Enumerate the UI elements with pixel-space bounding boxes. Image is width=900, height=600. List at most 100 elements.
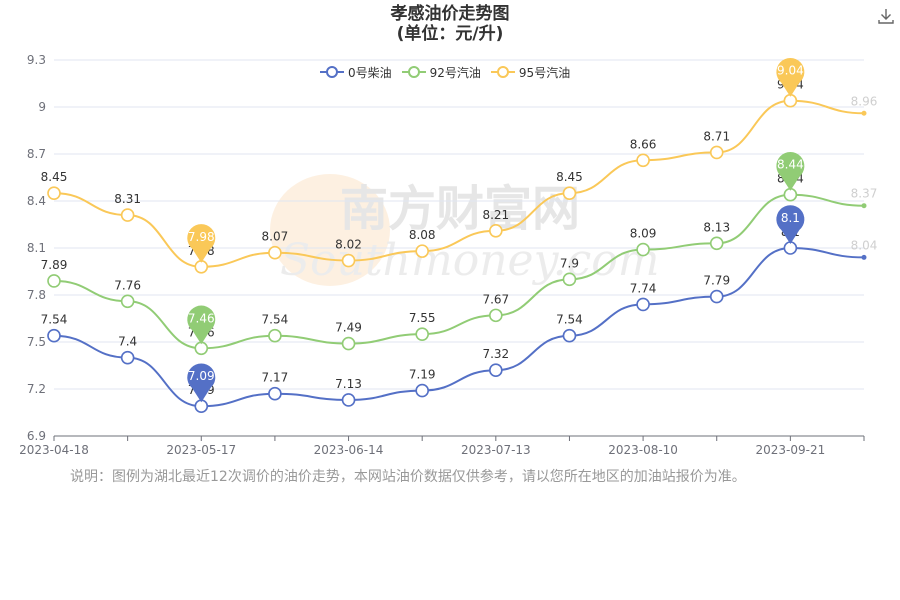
- data-point: [415, 327, 429, 341]
- data-label: 8.08: [409, 228, 436, 242]
- data-label: 7.4: [118, 335, 137, 349]
- legend-label: 95号汽油: [518, 65, 571, 80]
- x-tick-label: 2023-09-21: [755, 443, 825, 457]
- y-tick-label: 8.1: [27, 241, 46, 255]
- x-tick-label: 2023-07-13: [461, 443, 531, 457]
- data-point: [489, 308, 503, 323]
- x-tick-label: 2023-04-18: [19, 443, 89, 457]
- y-tick-label: 9: [38, 100, 46, 114]
- legend-item[interactable]: 0号柴油: [320, 64, 392, 80]
- data-point: [415, 244, 429, 258]
- y-tick-label: 8.4: [27, 194, 46, 208]
- series-2: 8.45 8.31 7.98 8.07 8.02 8.08 8.21 8.45 8.66 8.71…: [41, 58, 878, 274]
- legend-item[interactable]: 92号汽油: [401, 64, 481, 80]
- data-label: 7.54: [41, 313, 68, 327]
- data-label: 7.54: [556, 313, 583, 327]
- data-label: 8.04: [851, 238, 878, 252]
- data-point: [341, 336, 356, 351]
- data-label: 8.13: [703, 220, 730, 234]
- data-label: 7.79: [703, 274, 730, 288]
- y-tick-label: 6.9: [27, 429, 46, 443]
- data-label: 8.37: [851, 187, 878, 201]
- max-marker-label: 8.1: [781, 211, 800, 225]
- data-label: 8.09: [630, 227, 657, 241]
- data-label: 8.96: [851, 94, 878, 108]
- data-point: [562, 272, 577, 287]
- data-label: 7.54: [262, 313, 289, 327]
- data-label: 7.32: [482, 347, 509, 361]
- data-point: [562, 328, 577, 343]
- data-point: [709, 145, 724, 160]
- data-label: 7.74: [630, 281, 657, 295]
- data-point: [268, 245, 282, 260]
- data-point: [861, 203, 867, 209]
- series-1: 7.89 7.76 7.46 7.54 7.49 7.55 7.67 7.9 8.09 8.13 8…: [41, 152, 878, 356]
- chart-title: 孝感油价走势图: [390, 4, 510, 24]
- max-marker-label: 8.44: [777, 158, 804, 172]
- data-point: [861, 110, 867, 116]
- data-label: 7.55: [409, 311, 436, 325]
- max-marker: [776, 58, 805, 97]
- x-tick-label: 2023-05-17: [166, 443, 236, 457]
- data-point: [268, 328, 282, 343]
- legend-label: 0号柴油: [348, 65, 392, 80]
- min-marker: [187, 363, 216, 403]
- x-tick-label: 2023-06-14: [314, 443, 384, 457]
- legend-item[interactable]: 95号汽油: [490, 64, 571, 80]
- data-point: [47, 328, 61, 343]
- y-tick-label: 8.7: [27, 147, 46, 161]
- series-line: [53, 246, 865, 408]
- data-label: 8.71: [703, 129, 730, 143]
- min-marker-label: 7.09: [188, 369, 215, 383]
- data-label: 7.9: [560, 256, 579, 270]
- data-point: [268, 386, 282, 401]
- min-marker-label: 7.46: [188, 311, 215, 325]
- data-label: 7.67: [482, 292, 509, 306]
- legend: 0号柴油 92号汽油 95号汽油: [320, 64, 570, 80]
- data-point: [415, 383, 429, 398]
- data-label: 7.49: [335, 321, 362, 335]
- data-label: 7.13: [335, 377, 362, 391]
- download-icon[interactable]: [876, 6, 896, 26]
- legend-swatch: [401, 66, 426, 78]
- y-tick-label: 7.2: [27, 382, 46, 396]
- data-label: 8.45: [556, 170, 583, 184]
- data-label: 8.21: [482, 208, 509, 222]
- y-tick-label: 9.3: [27, 53, 46, 67]
- data-point: [861, 254, 867, 260]
- max-marker-label: 9.04: [777, 64, 804, 78]
- data-point: [341, 393, 356, 407]
- data-label: 7.76: [114, 278, 141, 292]
- data-label: 7.19: [409, 368, 436, 382]
- data-point: [636, 242, 650, 257]
- data-point: [47, 186, 61, 200]
- data-label: 8.31: [114, 192, 141, 206]
- chart-note: 说明：图例为湖北最近12次调价的油价走势，本网站油价数据仅供参考，请以您所在地区…: [70, 469, 746, 485]
- data-label: 8.02: [335, 238, 362, 252]
- data-point: [709, 289, 724, 304]
- data-point: [636, 153, 650, 168]
- max-marker: [776, 205, 805, 244]
- y-tick-label: 7.5: [27, 335, 46, 349]
- legend-swatch: [490, 66, 515, 78]
- data-point: [120, 208, 135, 222]
- data-point: [562, 186, 577, 200]
- data-point: [636, 297, 650, 312]
- series-0: 7.54 7.4 7.09 7.17 7.13 7.19 7.32 7.54 7.74 7.79 8…: [41, 205, 878, 414]
- chart-subtitle: (单位：元/升): [396, 24, 504, 44]
- data-label: 7.17: [262, 371, 289, 385]
- x-tick-label: 2023-08-10: [608, 443, 678, 457]
- data-point: [47, 274, 61, 288]
- min-marker-label: 7.98: [188, 230, 215, 244]
- data-point: [120, 350, 135, 365]
- y-tick-label: 7.8: [27, 288, 46, 302]
- data-point: [341, 253, 356, 268]
- legend-label: 92号汽油: [429, 65, 481, 80]
- min-marker: [187, 224, 216, 263]
- data-point: [489, 223, 503, 238]
- data-point: [709, 236, 724, 251]
- max-marker: [776, 152, 805, 191]
- data-label: 7.89: [41, 258, 68, 272]
- series-line: [53, 99, 865, 268]
